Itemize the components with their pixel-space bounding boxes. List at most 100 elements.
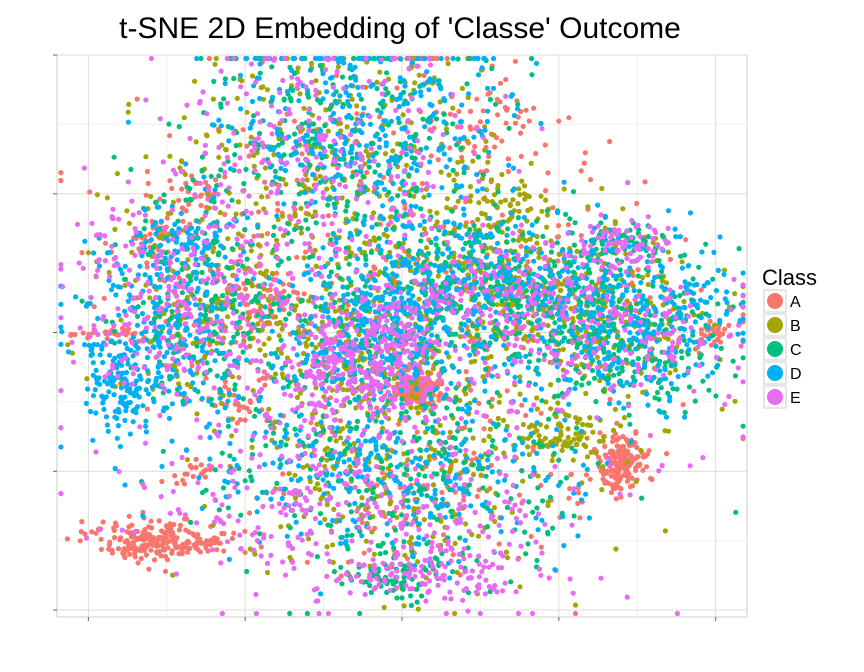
data-point bbox=[447, 157, 453, 163]
data-point bbox=[251, 163, 257, 169]
data-point bbox=[235, 199, 241, 205]
plot-panel bbox=[53, 54, 748, 621]
data-point bbox=[506, 125, 512, 131]
data-point bbox=[382, 549, 389, 556]
data-point bbox=[523, 412, 529, 418]
data-point bbox=[466, 482, 472, 488]
data-point bbox=[216, 128, 222, 134]
data-point bbox=[600, 388, 607, 394]
data-point bbox=[646, 448, 652, 454]
data-point bbox=[587, 270, 593, 276]
data-point bbox=[426, 87, 432, 93]
data-point bbox=[679, 355, 685, 361]
data-point bbox=[434, 219, 440, 225]
data-point bbox=[233, 143, 239, 149]
data-point bbox=[87, 189, 93, 195]
data-point bbox=[405, 450, 411, 456]
data-point bbox=[685, 351, 691, 357]
data-point bbox=[481, 426, 487, 432]
data-point bbox=[665, 249, 671, 255]
data-point bbox=[588, 449, 594, 455]
data-point bbox=[555, 377, 561, 383]
data-point bbox=[144, 406, 150, 412]
data-point bbox=[489, 403, 495, 409]
data-point bbox=[216, 154, 222, 160]
data-point bbox=[127, 551, 133, 558]
data-point bbox=[313, 263, 319, 269]
data-point bbox=[612, 485, 618, 491]
data-point bbox=[636, 462, 643, 468]
data-point bbox=[484, 118, 490, 125]
data-point bbox=[126, 513, 132, 519]
data-point bbox=[252, 551, 258, 557]
data-point bbox=[372, 525, 378, 532]
data-point bbox=[488, 177, 495, 183]
data-point bbox=[604, 470, 610, 476]
data-point bbox=[265, 194, 271, 200]
data-point bbox=[451, 188, 457, 194]
data-point bbox=[237, 417, 243, 423]
data-point bbox=[393, 154, 399, 160]
data-point bbox=[331, 186, 337, 192]
data-point bbox=[400, 199, 407, 205]
data-point bbox=[345, 302, 351, 308]
data-point bbox=[135, 535, 141, 542]
data-point bbox=[732, 373, 739, 379]
data-point bbox=[392, 215, 398, 221]
data-point bbox=[467, 184, 474, 190]
data-point bbox=[225, 505, 231, 511]
data-point bbox=[561, 318, 567, 324]
data-point bbox=[619, 364, 625, 370]
data-point bbox=[309, 341, 315, 347]
data-point bbox=[699, 331, 705, 337]
data-point bbox=[578, 233, 584, 239]
data-point bbox=[408, 535, 415, 541]
data-point bbox=[193, 464, 199, 471]
data-point bbox=[248, 248, 254, 254]
data-point bbox=[344, 533, 350, 539]
data-point bbox=[185, 257, 191, 263]
data-point bbox=[345, 546, 351, 552]
data-point bbox=[396, 119, 402, 126]
data-point bbox=[595, 252, 601, 258]
data-point bbox=[307, 162, 313, 168]
data-point bbox=[396, 240, 402, 246]
data-point bbox=[495, 112, 501, 118]
data-point bbox=[536, 357, 542, 363]
data-point bbox=[122, 554, 128, 561]
data-point bbox=[596, 298, 602, 304]
data-point bbox=[274, 480, 280, 486]
data-point bbox=[491, 132, 497, 138]
data-point bbox=[466, 383, 472, 389]
data-point bbox=[211, 195, 217, 201]
data-point bbox=[373, 418, 379, 424]
data-point bbox=[183, 197, 189, 203]
data-point bbox=[526, 451, 533, 458]
data-point bbox=[607, 450, 613, 456]
data-point bbox=[180, 218, 186, 224]
data-point bbox=[614, 420, 620, 426]
data-point bbox=[537, 246, 543, 252]
data-point bbox=[270, 232, 277, 238]
data-point bbox=[434, 210, 440, 216]
data-point bbox=[244, 143, 250, 149]
data-point bbox=[222, 384, 228, 390]
data-point bbox=[722, 326, 728, 332]
data-point bbox=[98, 536, 104, 542]
data-point bbox=[679, 259, 685, 265]
data-point bbox=[296, 191, 302, 197]
data-point bbox=[450, 569, 456, 575]
data-point bbox=[111, 535, 118, 541]
data-point bbox=[698, 352, 704, 358]
data-point bbox=[376, 114, 383, 120]
data-point bbox=[467, 124, 473, 130]
data-point bbox=[229, 535, 235, 542]
data-point bbox=[209, 299, 215, 305]
data-point bbox=[575, 500, 581, 507]
data-point bbox=[403, 162, 410, 168]
data-point bbox=[421, 517, 427, 523]
data-point bbox=[301, 105, 307, 111]
data-point bbox=[441, 151, 447, 157]
data-point bbox=[348, 476, 354, 482]
data-point bbox=[658, 385, 664, 391]
